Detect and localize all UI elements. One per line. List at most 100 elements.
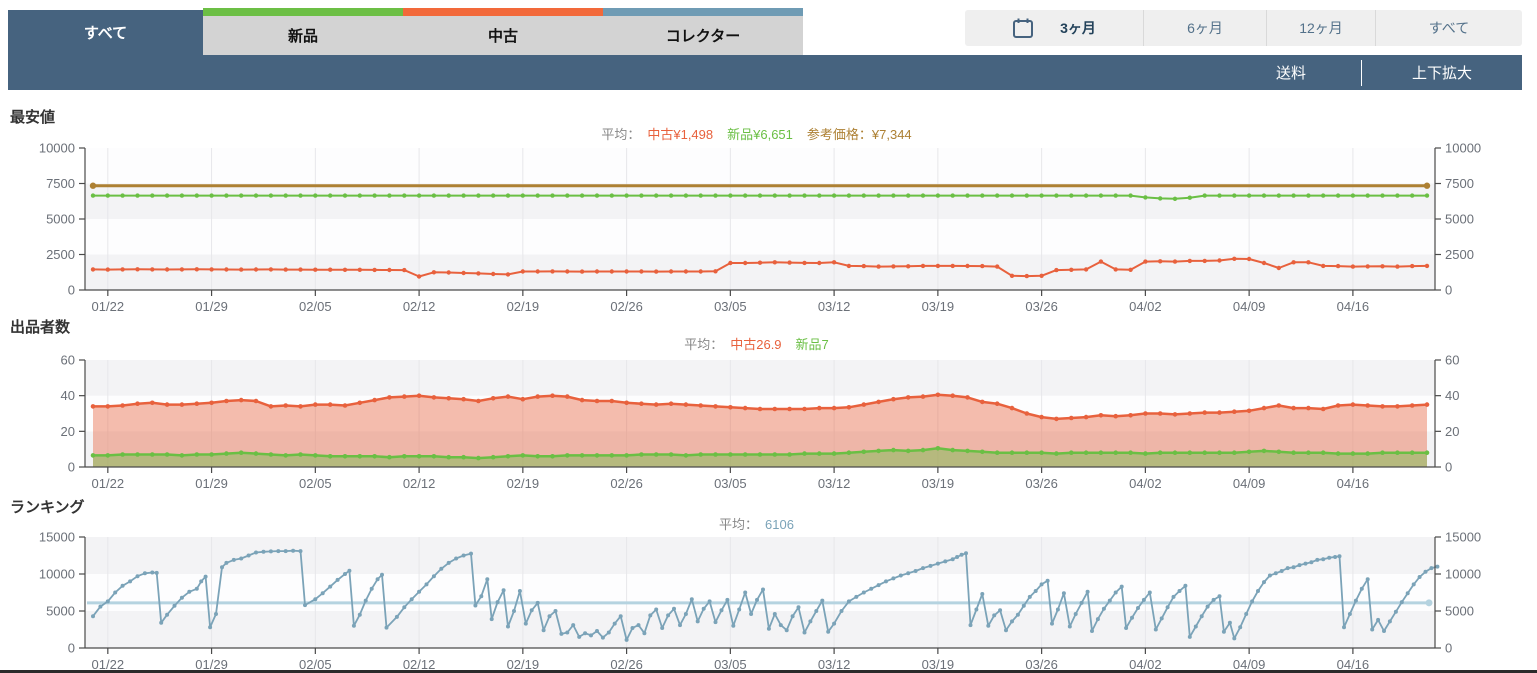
svg-text:01/22: 01/22: [92, 476, 125, 490]
svg-text:01/29: 01/29: [195, 476, 228, 490]
svg-text:03/26: 03/26: [1025, 657, 1058, 671]
range-3months[interactable]: 3ヶ月: [965, 10, 1143, 46]
tick-labels: 0 0 2500 2500 5000 5000 7500 7500 10000 10000 01/2…: [39, 141, 1481, 315]
min-price-average-label: 平均： 中古¥1,498 新品¥6,651 参考価格：¥7,344: [85, 124, 1435, 143]
svg-text:02/05: 02/05: [299, 476, 332, 490]
svg-text:0: 0: [1445, 641, 1452, 656]
svg-text:15000: 15000: [39, 530, 75, 545]
svg-text:2500: 2500: [46, 247, 75, 262]
svg-text:0: 0: [1445, 283, 1452, 298]
svg-text:04/09: 04/09: [1233, 476, 1266, 490]
range-12months[interactable]: 12ヶ月: [1266, 10, 1375, 46]
header-divider: [1361, 59, 1362, 86]
series-中古: [90, 392, 1430, 467]
calendar-icon: [1012, 17, 1034, 39]
tab-collector[interactable]: コレクター: [603, 8, 803, 55]
svg-text:40: 40: [61, 388, 75, 403]
tick-labels: 0 0 20 20 40 40 60 60 01/22 01/29 02/05 02/12 02/19 0…: [61, 353, 1460, 491]
svg-text:04/16: 04/16: [1337, 476, 1370, 490]
tab-used-label: 中古: [487, 28, 518, 45]
series-新品: [90, 193, 1430, 201]
svg-text:5000: 5000: [46, 212, 75, 227]
svg-text:01/29: 01/29: [195, 657, 228, 671]
svg-text:60: 60: [1445, 353, 1459, 368]
svg-text:2500: 2500: [1445, 247, 1474, 262]
tab-all[interactable]: すべて: [8, 10, 203, 55]
svg-text:10000: 10000: [1445, 141, 1481, 156]
average-prefix: 平均：: [719, 517, 759, 532]
svg-text:04/16: 04/16: [1337, 299, 1370, 314]
average-segment: 新品7: [795, 337, 829, 352]
axes: [84, 537, 1436, 649]
header-bar: 送料 上下拡大: [8, 55, 1522, 90]
svg-text:0: 0: [68, 460, 75, 475]
svg-text:5000: 5000: [1445, 212, 1474, 227]
window-bottom-edge: [0, 670, 1537, 673]
svg-text:04/02: 04/02: [1129, 657, 1162, 671]
range-6months[interactable]: 6ヶ月: [1143, 10, 1266, 46]
range-all[interactable]: すべて: [1375, 10, 1522, 46]
ranking-chart-canvas[interactable]: 0 0 5000 5000 10000 10000 15000 15000 01/22 01/29…: [0, 529, 1537, 672]
min-price-title: 最安値: [10, 109, 56, 126]
shipping-toggle[interactable]: 送料: [1275, 65, 1306, 82]
condition-tabs: 新品 中古 コレクター: [203, 8, 803, 55]
svg-text:02/12: 02/12: [403, 476, 436, 490]
tab-new-label: 新品: [287, 28, 318, 45]
svg-text:03/12: 03/12: [818, 657, 851, 671]
svg-text:0: 0: [1445, 460, 1452, 475]
average-prefix: 平均：: [601, 127, 641, 142]
svg-text:5000: 5000: [1445, 604, 1474, 619]
tab-used-accent: [403, 8, 603, 16]
svg-text:01/22: 01/22: [92, 657, 125, 671]
svg-text:03/19: 03/19: [922, 476, 955, 490]
vertical-gridlines: [107, 537, 1354, 648]
svg-text:04/09: 04/09: [1233, 657, 1266, 671]
range-12months-label: 12ヶ月: [1299, 20, 1343, 36]
tab-all-label: すべて: [83, 25, 128, 42]
ranking-average-label: 平均： 6106: [85, 514, 1435, 533]
svg-text:60: 60: [61, 353, 75, 368]
average-segment: 中古¥1,498: [647, 127, 714, 142]
tab-collector-accent: [603, 8, 803, 16]
average-segment: 参考価格：¥7,344: [806, 127, 912, 142]
svg-text:02/05: 02/05: [299, 299, 332, 314]
seller-count-chart-canvas[interactable]: 0 0 20 20 40 40 60 60 01/22 01/29 02/05 02/12 02/19 0…: [0, 352, 1537, 491]
average-segment: 6106: [765, 517, 794, 532]
svg-text:10000: 10000: [1445, 567, 1481, 582]
average-segment: 中古26.9: [730, 337, 782, 352]
seller-count-title: 出品者数: [10, 319, 71, 336]
svg-text:04/09: 04/09: [1233, 299, 1266, 314]
svg-text:03/26: 03/26: [1025, 299, 1058, 314]
svg-text:02/05: 02/05: [299, 657, 332, 671]
ranking-average-dot: [1425, 599, 1433, 607]
svg-text:0: 0: [68, 641, 75, 656]
seller-count-average-label: 平均： 中古26.9 新品7: [85, 334, 1435, 353]
tab-used[interactable]: 中古: [403, 8, 603, 55]
time-range-selector: 3ヶ月 6ヶ月 12ヶ月 すべて: [965, 10, 1522, 46]
svg-text:03/05: 03/05: [714, 299, 747, 314]
svg-text:01/29: 01/29: [195, 299, 228, 314]
svg-text:02/12: 02/12: [403, 299, 436, 314]
range-3months-label: 3ヶ月: [1060, 20, 1096, 36]
series-ランキング: [87, 548, 1440, 642]
plot-bands: [85, 148, 1435, 290]
min-price-chart-canvas[interactable]: 0 0 2500 2500 5000 5000 7500 7500 10000 10000 01/2…: [0, 140, 1537, 315]
tick-labels: 0 0 5000 5000 10000 10000 15000 15000 01/22 01/29…: [39, 530, 1481, 672]
average-prefix: 平均：: [684, 337, 724, 352]
svg-text:04/16: 04/16: [1337, 657, 1370, 671]
svg-text:04/02: 04/02: [1129, 476, 1162, 490]
svg-text:7500: 7500: [46, 176, 75, 191]
svg-text:7500: 7500: [1445, 176, 1474, 191]
series-新品: [90, 446, 1430, 467]
svg-text:02/19: 02/19: [507, 476, 540, 490]
svg-text:40: 40: [1445, 388, 1459, 403]
svg-text:0: 0: [68, 283, 75, 298]
tab-new[interactable]: 新品: [203, 8, 403, 55]
expand-vertical-button[interactable]: 上下拡大: [1411, 65, 1472, 82]
ranking-title: ランキング: [10, 499, 85, 516]
vertical-gridlines: [107, 360, 1354, 467]
average-segment: 新品¥6,651: [727, 127, 793, 142]
svg-text:5000: 5000: [46, 604, 75, 619]
svg-text:02/26: 02/26: [610, 476, 643, 490]
